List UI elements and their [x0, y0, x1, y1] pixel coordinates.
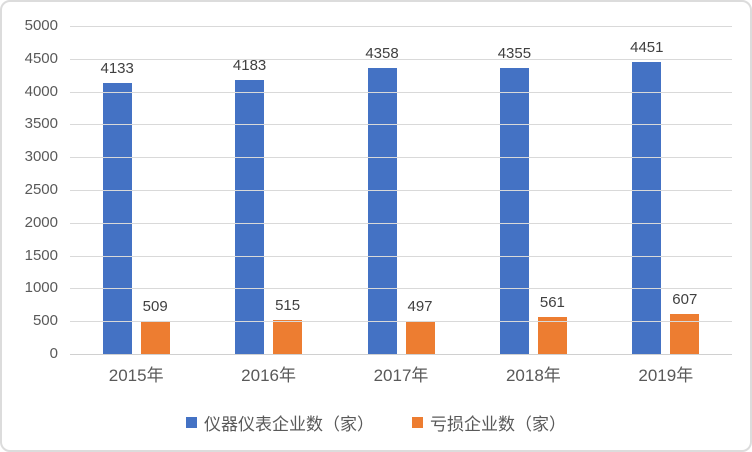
x-axis-line [70, 354, 732, 355]
bar-orange [405, 321, 435, 354]
y-tick-label: 5000 [24, 17, 58, 34]
bar-orange [537, 317, 567, 354]
category-label: 2016年 [241, 366, 296, 385]
gridline [70, 91, 732, 93]
bar-blue [367, 68, 397, 354]
data-label: 607 [672, 291, 698, 309]
data-label: 509 [142, 297, 168, 315]
bar-blue [235, 79, 265, 354]
category-label: 2018年 [505, 366, 561, 385]
y-tick-label: 500 [32, 312, 58, 330]
category-label: 2019年 [638, 366, 694, 385]
y-tick-label: 2500 [24, 181, 58, 198]
data-label: 4451 [630, 39, 664, 56]
legend: 仪器仪表企业数（家） 亏损企业数（家） [2, 410, 750, 435]
data-label: 497 [407, 298, 433, 316]
bar-blue [102, 82, 132, 354]
bar-blue [632, 62, 662, 354]
gridline [70, 157, 732, 159]
gridline [70, 321, 732, 323]
y-tick-label: 1000 [24, 279, 58, 297]
data-label: 4358 [365, 45, 399, 63]
data-label: 4183 [232, 56, 267, 74]
bar-orange [273, 320, 303, 354]
bar-blue [499, 68, 529, 354]
category-label: 2015年 [108, 366, 164, 385]
legend-item-loss-enterprises: 亏损企业数（家） [412, 410, 566, 435]
y-tick-label: 3500 [24, 115, 58, 133]
gridline [70, 190, 732, 191]
legend-label-loss-enterprises: 亏损企业数（家） [430, 415, 566, 434]
y-tick-label: 0 [49, 345, 58, 362]
legend-label-instrument-enterprises: 仪器仪表企业数（家） [204, 415, 374, 434]
data-label: 515 [275, 297, 301, 315]
data-label: 561 [539, 294, 565, 312]
data-label: 4355 [497, 45, 532, 63]
y-tick-label: 1500 [24, 246, 58, 264]
legend-swatch-blue [186, 417, 197, 428]
gridline [70, 255, 732, 257]
gridline [70, 288, 732, 290]
gridline [70, 58, 732, 60]
legend-item-instrument-enterprises: 仪器仪表企业数（家） [186, 410, 374, 435]
gridline [70, 222, 732, 224]
category-label: 2017年 [373, 366, 429, 385]
bar-orange [140, 320, 170, 354]
legend-swatch-orange [412, 417, 423, 428]
y-tick-label: 4500 [24, 49, 58, 67]
y-tick-label: 4000 [24, 82, 58, 100]
data-label: 4133 [100, 59, 134, 77]
gridline [70, 26, 732, 27]
bar-orange [670, 314, 700, 354]
y-tick-label: 2000 [24, 213, 58, 231]
gridline [70, 124, 732, 126]
y-tick-label: 3000 [24, 148, 58, 166]
